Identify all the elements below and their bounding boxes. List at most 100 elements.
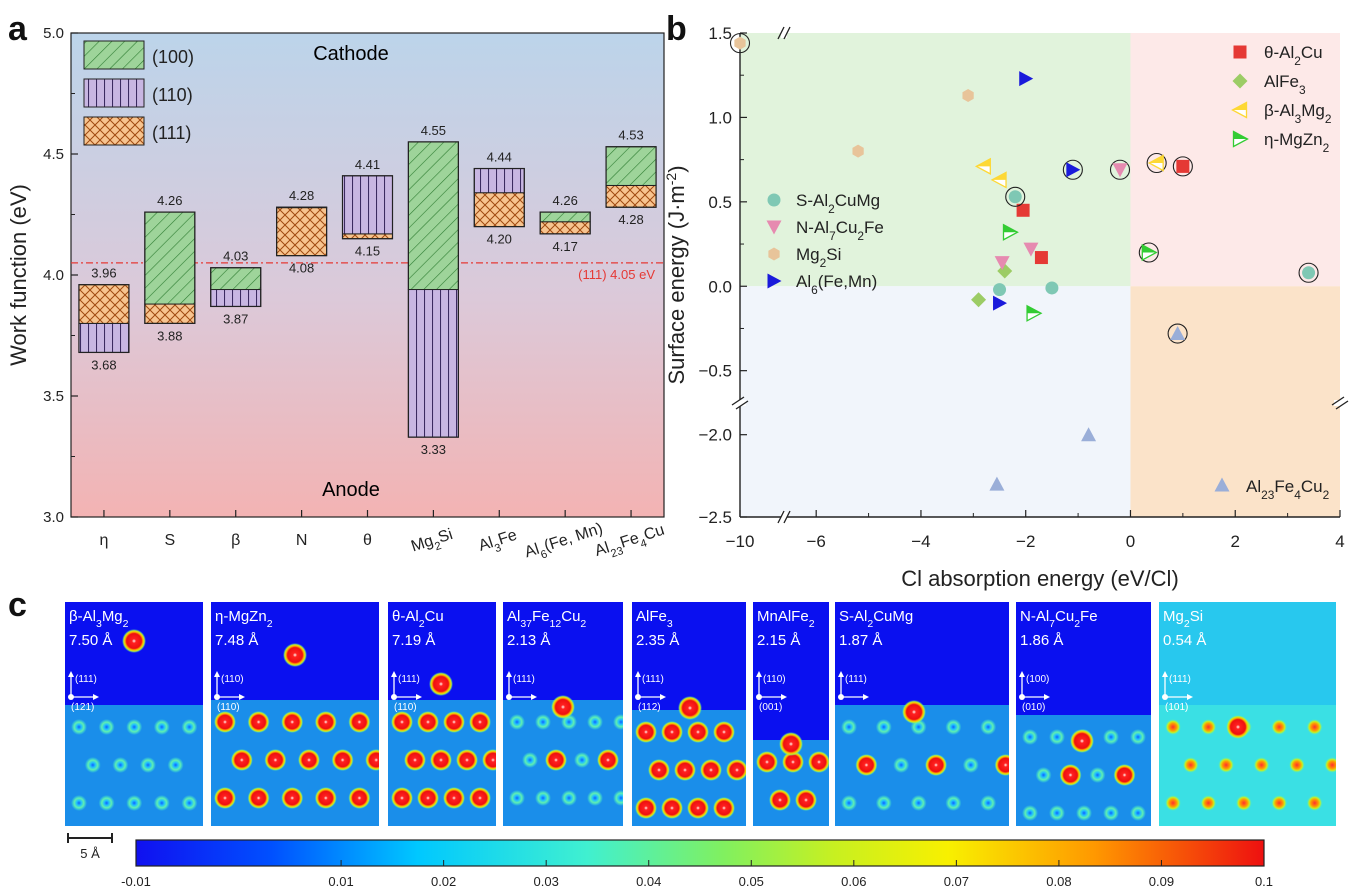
tile-title: η-MgZn2 bbox=[215, 608, 273, 630]
scatter-point bbox=[734, 36, 746, 50]
legend-label-100: (100) bbox=[152, 47, 194, 67]
bar-group: 4.41 4.15 bbox=[341, 157, 394, 259]
cl-atom bbox=[551, 695, 575, 719]
cl-atom bbox=[283, 643, 307, 667]
lattice-atom bbox=[509, 714, 525, 730]
lattice-atom bbox=[1200, 795, 1217, 811]
scatter-point bbox=[990, 171, 1007, 189]
lattice-atom bbox=[71, 795, 87, 811]
scatter-point bbox=[1002, 223, 1019, 241]
lattice-atom bbox=[112, 757, 129, 773]
x-tick-label-a: Al3Fe bbox=[477, 527, 521, 560]
lattice-atom bbox=[417, 711, 439, 733]
y-tick-label-b: 0.5 bbox=[708, 193, 732, 212]
lattice-atom bbox=[214, 711, 236, 733]
y-break-mark-right bbox=[1331, 396, 1345, 406]
lattice-atom bbox=[417, 787, 439, 809]
scatter-point bbox=[1026, 304, 1043, 322]
axis-direction-label: (110) bbox=[221, 674, 244, 685]
scatter-point bbox=[1170, 326, 1186, 341]
lattice-atom bbox=[404, 749, 426, 771]
lattice-atom bbox=[661, 721, 683, 743]
legend-swatch-111 bbox=[83, 116, 145, 146]
legend-marker-b bbox=[767, 273, 782, 289]
scatter-point bbox=[1141, 243, 1158, 262]
panel-b-letter: b bbox=[666, 10, 687, 48]
colorbar-tick-label: 0.01 bbox=[328, 874, 353, 889]
panel-c-letter: c bbox=[8, 586, 27, 624]
x-break-mark bbox=[777, 26, 785, 40]
axis-arrow-head bbox=[214, 671, 220, 677]
lattice-atom bbox=[713, 721, 735, 743]
bar-segment bbox=[342, 175, 393, 235]
x-tick-label-a: S bbox=[164, 532, 175, 549]
legend-label-b: Al23Fe4Cu2 bbox=[1246, 477, 1330, 502]
lattice-atom bbox=[314, 787, 337, 809]
lattice-atom bbox=[126, 795, 143, 811]
tile-distance: 7.48 Å bbox=[215, 632, 258, 649]
bar-max-label: 4.44 bbox=[487, 150, 512, 165]
lattice-atom bbox=[153, 719, 170, 735]
legend-label-b: AlFe3 bbox=[1264, 72, 1306, 97]
lattice-atom bbox=[893, 757, 910, 773]
point-highlight-ring bbox=[1146, 152, 1167, 174]
y-tick-label-b: −0.5 bbox=[698, 362, 732, 381]
colorbar-tick-label: 0.04 bbox=[636, 874, 661, 889]
lattice-atom bbox=[181, 719, 198, 735]
scatter-point-fill bbox=[1142, 244, 1157, 253]
scatter-point-shape bbox=[993, 283, 1007, 297]
cl-atom bbox=[122, 629, 146, 653]
axis-direction-label: (111) bbox=[1169, 674, 1191, 685]
scatter-point-shape bbox=[962, 88, 974, 102]
scatter-point-shape bbox=[993, 295, 1008, 311]
axis-direction-label: (111) bbox=[642, 674, 664, 685]
bar-segment bbox=[407, 141, 459, 291]
lattice-atom bbox=[875, 719, 892, 735]
legend-marker-b-shape bbox=[1232, 73, 1248, 89]
scatter-point bbox=[1034, 251, 1048, 265]
x-tick-label-a: β bbox=[231, 532, 240, 549]
legend-marker-b-shape bbox=[767, 273, 782, 289]
lattice-atom bbox=[348, 711, 371, 733]
bar-min-label: 3.87 bbox=[223, 311, 248, 326]
axis-arrow-head bbox=[391, 671, 397, 677]
axis-arrow-head bbox=[506, 671, 512, 677]
tile-content bbox=[503, 602, 623, 826]
tile-title: Mg2Si bbox=[1163, 608, 1203, 630]
scatter-point-shape bbox=[1023, 242, 1039, 257]
quadrant-bottom-left bbox=[740, 286, 1131, 517]
scatter-point-shape bbox=[1066, 162, 1081, 178]
tile-title: S-Al2CuMg bbox=[839, 608, 913, 630]
lattice-atom bbox=[281, 711, 304, 733]
bar-group: 4.53 4.28 bbox=[605, 128, 657, 227]
bar-segment bbox=[473, 192, 525, 228]
bar-segment bbox=[539, 211, 591, 223]
scatter-point bbox=[971, 292, 987, 308]
bar-segment bbox=[144, 303, 196, 324]
y-tick-label-b: 1.5 bbox=[708, 24, 732, 43]
lattice-atom bbox=[587, 790, 603, 806]
cl-atom bbox=[902, 700, 926, 724]
panel-a: a 3.0 3.5 4.0 4.5 5.0 Work function (eV) Cat… bbox=[6, 10, 667, 562]
axis-arrow-head bbox=[660, 694, 666, 700]
axis-arrow-head bbox=[416, 694, 422, 700]
bar-outline bbox=[473, 167, 525, 228]
bar-segment bbox=[342, 233, 393, 240]
x-break-gap bbox=[781, 512, 787, 522]
bar-min-label: 3.88 bbox=[157, 328, 182, 343]
lattice-atom bbox=[635, 721, 657, 743]
density-map-tile: AlFe3 2.35 Å (111) (112) bbox=[632, 602, 746, 826]
bar-max-label: 4.03 bbox=[223, 249, 248, 264]
y-tick-label-a: 3.5 bbox=[43, 388, 64, 405]
scatter-point bbox=[1008, 190, 1022, 204]
y-break-mark-right-gap bbox=[1334, 400, 1346, 406]
lattice-atom bbox=[1271, 719, 1288, 735]
lattice-atom bbox=[661, 797, 683, 819]
lattice-atom bbox=[1076, 805, 1092, 821]
bar-segment bbox=[605, 184, 657, 208]
point-highlight-ring bbox=[729, 33, 751, 54]
lattice-atom bbox=[561, 790, 577, 806]
lattice-atom bbox=[1218, 757, 1235, 773]
lattice-atom bbox=[945, 795, 962, 811]
y-tick-label-b: 1.0 bbox=[708, 108, 732, 127]
